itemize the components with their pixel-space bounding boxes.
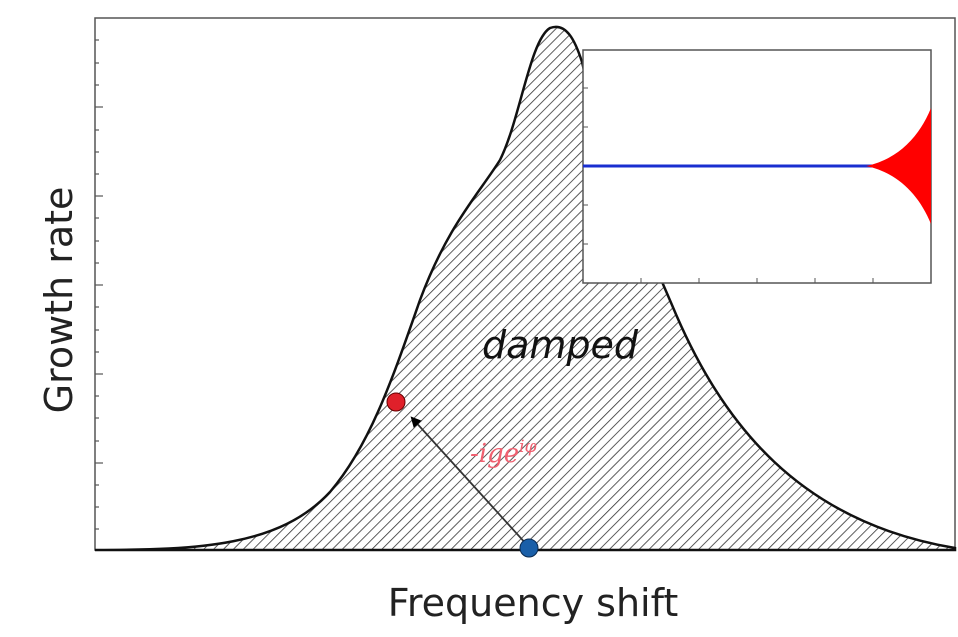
original-point	[519, 538, 539, 558]
y-axis-label: Growth rate	[37, 187, 81, 414]
inset	[582, 49, 932, 284]
damped-region	[94, 25, 957, 552]
shifted-point	[386, 392, 406, 412]
shift-label: -igeiφ	[470, 437, 537, 469]
shift-arrow	[410, 416, 529, 547]
region-label: damped	[482, 323, 639, 367]
x-axis-label: Frequency shift	[388, 581, 678, 625]
growing-signal	[866, 108, 931, 224]
